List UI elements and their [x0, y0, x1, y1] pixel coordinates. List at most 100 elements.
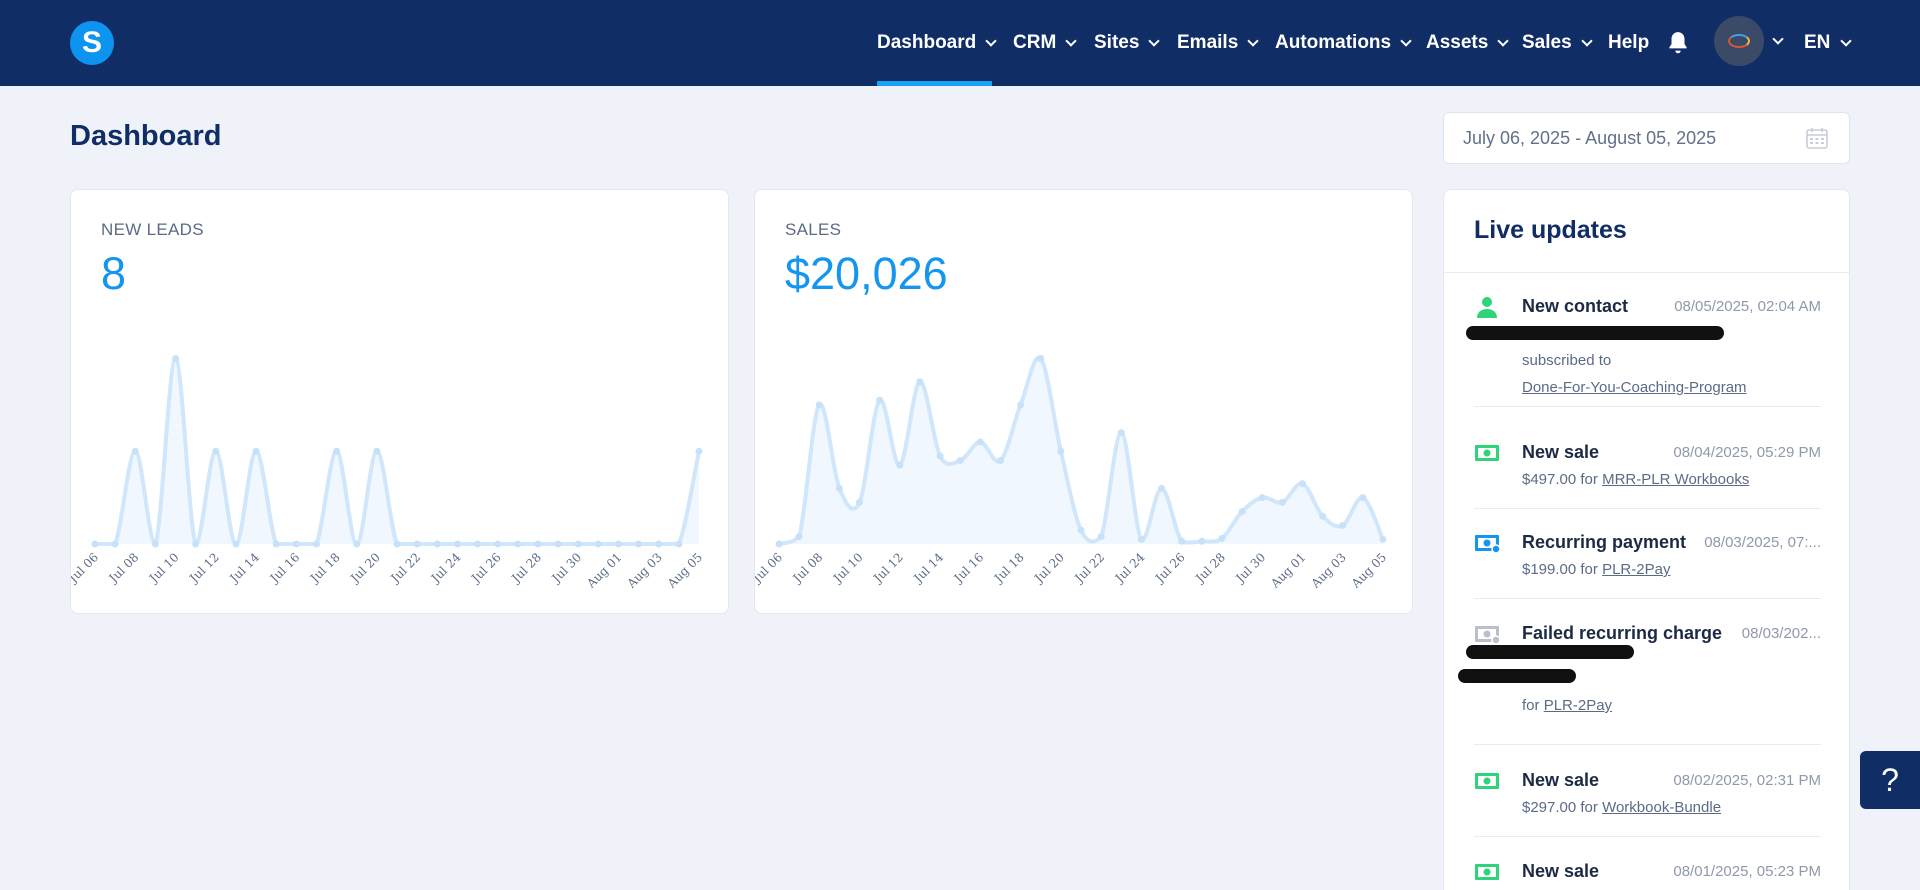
chart-tick-label: Jul 14 [226, 550, 263, 587]
nav-sites[interactable]: Sites [1094, 0, 1161, 86]
chart-tick-label: Jul 20 [347, 550, 383, 586]
main-nav: Dashboard CRM Sites Emails Automations A… [0, 0, 1920, 86]
nav-automations-label: Automations [1275, 32, 1392, 53]
chart-tick-label: Jul 16 [950, 550, 986, 586]
chevron-down-icon [1580, 34, 1593, 47]
nav-assets-label: Assets [1426, 32, 1489, 53]
chevron-down-icon [1400, 34, 1412, 47]
chevron-down-icon [1247, 34, 1259, 47]
nav-assets[interactable]: Assets [1426, 0, 1509, 86]
chart-point [795, 533, 803, 541]
new-leads-value: 8 [101, 248, 127, 299]
chart-point [272, 540, 280, 548]
chart-point [1017, 401, 1025, 409]
bell-icon[interactable] [1665, 30, 1691, 56]
chart-point [1238, 508, 1246, 516]
chart-tick-label: Jul 12 [186, 550, 222, 586]
chart-point [1158, 484, 1166, 492]
chart-area-fill [779, 357, 1383, 544]
chart-point [494, 540, 502, 548]
chart-point [1097, 533, 1105, 541]
recurring-money-icon [1475, 535, 1500, 554]
help-button[interactable]: ? [1860, 751, 1920, 809]
update-link[interactable]: Workbook-Bundle [1602, 799, 1722, 816]
update-link[interactable]: Done-For-You-Coaching-Program [1522, 379, 1747, 396]
nav-crm-label: CRM [1013, 32, 1057, 53]
date-range-picker[interactable]: July 06, 2025 - August 05, 2025 [1443, 112, 1850, 164]
chevron-down-icon [1148, 34, 1161, 47]
chart-point [91, 540, 99, 548]
nav-sites-label: Sites [1094, 32, 1140, 53]
update-link[interactable]: PLR-2Pay [1602, 561, 1671, 578]
chart-point [453, 540, 461, 548]
nav-sales[interactable]: Sales [1522, 0, 1593, 86]
nav-emails-label: Emails [1177, 32, 1239, 53]
nav-help[interactable]: Help [1608, 0, 1649, 86]
update-time: 08/03/202... [1741, 625, 1821, 642]
chart-tick-label: Jul 22 [387, 550, 423, 586]
chart-point [474, 540, 482, 548]
chevron-down-icon [1840, 34, 1853, 47]
update-link[interactable]: PLR-2Pay [1543, 697, 1613, 714]
redacted-mark [1466, 326, 1724, 340]
chart-point [232, 540, 240, 548]
chart-point [1278, 498, 1286, 506]
new-leads-chart: Jul 06 Jul 08 Jul 10 Jul 12 Jul 14 Jul 16 Jul … [71, 355, 705, 591]
chart-point [1298, 480, 1306, 488]
nav-crm[interactable]: CRM [1013, 0, 1077, 86]
update-title: Failed recurring charge [1522, 623, 1723, 643]
language-label: EN [1804, 32, 1831, 53]
chart-point [675, 540, 683, 548]
chart-point [1117, 429, 1125, 437]
live-updates-title: Live updates [1474, 216, 1627, 244]
divider [1474, 836, 1821, 837]
chart-point [1339, 521, 1347, 529]
chevron-down-icon [1497, 34, 1509, 47]
chart-point [1037, 355, 1045, 363]
update-amount: $297.00 for [1522, 799, 1598, 816]
live-updates-panel: Live updates New contact 08/05/2025, 02:… [1443, 189, 1850, 890]
active-tab-indicator [877, 81, 992, 86]
chart-tick-label: Jul 10 [829, 550, 865, 586]
chart-point [433, 540, 441, 548]
update-link[interactable]: MRR-PLR Workbooks [1602, 471, 1750, 488]
chart-tick-label: Jul 18 [306, 550, 342, 586]
language-selector[interactable]: EN [1804, 0, 1853, 86]
chart-point [956, 457, 964, 465]
chart-point [835, 484, 843, 492]
chart-tick-label: Jul 24 [1111, 550, 1148, 587]
update-title: Recurring payment [1522, 532, 1687, 552]
chart-tick-label: Jul 10 [145, 550, 181, 586]
chart-point [1178, 537, 1186, 545]
live-update-item: Failed recurring charge 08/03/202... for… [1458, 623, 1821, 733]
brand-logo[interactable]: S [70, 21, 114, 65]
nav-automations[interactable]: Automations [1275, 0, 1412, 86]
live-update-item: New sale 08/02/2025, 02:31 PM $297.00 fo… [1474, 770, 1821, 830]
nav-dashboard-label: Dashboard [877, 32, 977, 53]
divider [1474, 598, 1821, 599]
live-update-item: New sale 08/04/2025, 05:29 PM $497.00 fo… [1474, 442, 1821, 502]
divider [1474, 406, 1821, 407]
chart-point [695, 447, 703, 455]
top-navbar: S Dashboard CRM Sites Emails Automations… [0, 0, 1920, 86]
avatar[interactable] [1714, 16, 1764, 66]
chart-tick-label: Jul 06 [755, 550, 785, 586]
update-title: New sale [1522, 770, 1600, 790]
money-icon [1475, 773, 1499, 789]
nav-dashboard[interactable]: Dashboard [877, 0, 997, 86]
nav-emails[interactable]: Emails [1177, 0, 1259, 86]
chart-tick-label: Jul 18 [990, 550, 1026, 586]
chart-point [1077, 526, 1085, 534]
chart-point [1258, 494, 1266, 502]
chart-point [312, 540, 320, 548]
divider [1444, 272, 1849, 273]
page-title: Dashboard [70, 120, 222, 152]
update-amount: for [1522, 697, 1540, 714]
chart-tick-label: Aug 03 [624, 550, 665, 591]
chart-series-line [94, 356, 701, 547]
chart-tick-label: Jul 22 [1071, 550, 1107, 586]
failed-money-icon [1475, 626, 1500, 645]
chart-point [916, 378, 924, 386]
chart-point [212, 447, 220, 455]
chart-point [111, 540, 119, 548]
